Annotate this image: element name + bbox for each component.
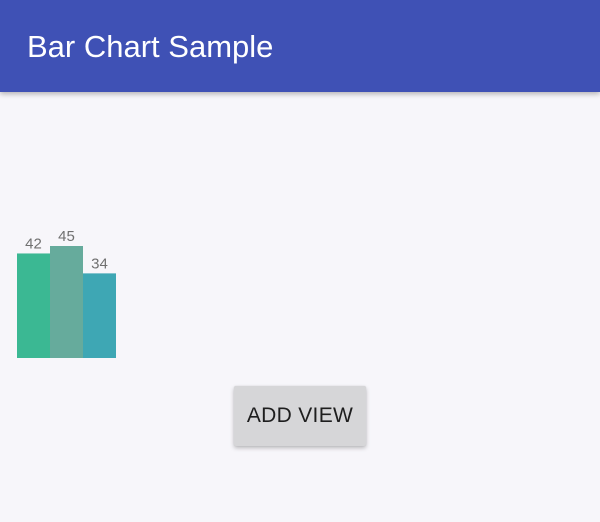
bar-1 [17,253,50,358]
app-title: Bar Chart Sample [27,29,274,64]
bar-value-label-1: 42 [25,235,42,252]
content-area: 42 45 34 ADD VIEW [0,92,600,522]
bar-3 [83,273,116,358]
bar-chart: 42 45 34 [17,228,116,358]
bar-value-label-2: 45 [58,228,75,245]
bar-series [17,246,116,358]
bar-2 [50,246,83,358]
bar-value-labels: 42 45 34 [25,228,108,272]
add-view-button[interactable]: ADD VIEW [234,386,366,446]
bar-value-label-3: 34 [91,255,108,272]
app-bar: Bar Chart Sample [0,0,600,92]
